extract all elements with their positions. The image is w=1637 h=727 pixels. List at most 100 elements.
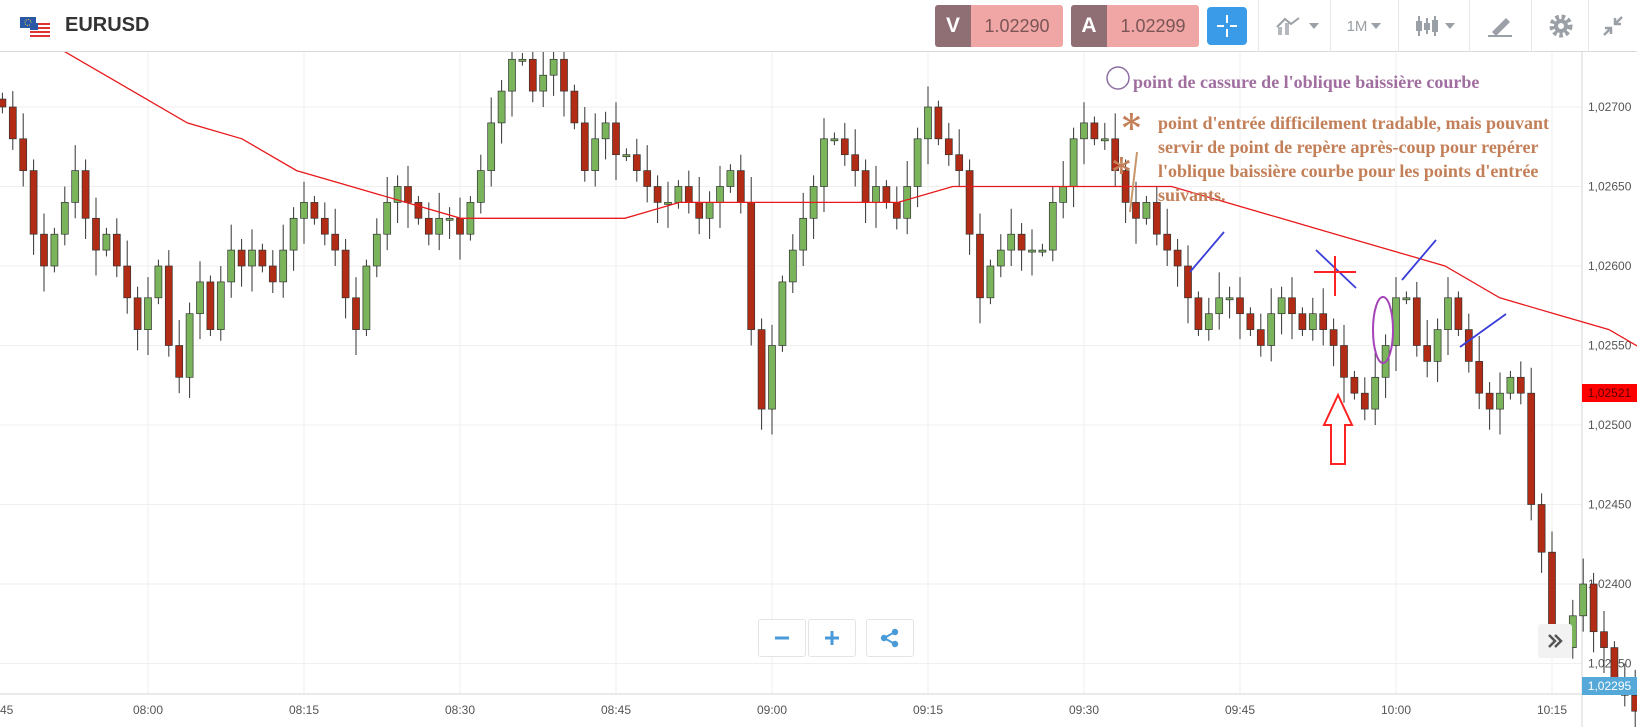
- entry-marker-line: [1189, 231, 1225, 273]
- bear-candle: [40, 233, 48, 267]
- bull-candle: [497, 90, 506, 124]
- bear-candle: [164, 265, 173, 346]
- bear-candle: [1464, 329, 1473, 362]
- bull-candle: [1100, 138, 1109, 142]
- bear-candle: [747, 202, 756, 330]
- bear-candle: [1537, 504, 1546, 553]
- bull-candle: [1028, 249, 1036, 253]
- bear-candle: [1548, 551, 1556, 633]
- bull-candle: [196, 281, 204, 315]
- bear-candle: [1475, 361, 1484, 394]
- bear-candle: [1194, 297, 1203, 330]
- bear-candle: [424, 217, 433, 235]
- bear-candle: [965, 170, 974, 235]
- bear-candle: [1631, 694, 1637, 712]
- y-tick-label: 1,02550: [1588, 339, 1632, 353]
- bull-candle: [393, 186, 402, 203]
- last-price-tag: 1,02521: [1582, 384, 1637, 402]
- bear-candle: [81, 170, 90, 219]
- bear-candle: [19, 138, 28, 171]
- share-icon: [880, 628, 899, 648]
- timeframe-dropdown[interactable]: 1M: [1336, 6, 1392, 46]
- bear-candle: [757, 329, 766, 410]
- bull-candle: [903, 186, 912, 219]
- bull-candle: [476, 170, 485, 203]
- bull-candle: [1080, 122, 1088, 140]
- bear-candle: [1423, 345, 1432, 362]
- bear-candle: [414, 202, 423, 219]
- bull-candle: [1433, 329, 1442, 362]
- bear-candle: [352, 297, 360, 330]
- bear-candle: [612, 122, 620, 156]
- bull-candle: [248, 249, 256, 267]
- bull-candle: [913, 138, 922, 187]
- indicators-button[interactable]: [1268, 6, 1326, 46]
- draw-tools-button[interactable]: [1474, 6, 1526, 46]
- bull-candle: [591, 138, 600, 171]
- bull-candle: [50, 233, 59, 267]
- bull-candle: [1059, 186, 1068, 203]
- toolbar-divider: [1398, 0, 1399, 52]
- sell-button[interactable]: V 1.02290: [935, 5, 1063, 47]
- bull-candle: [788, 249, 797, 283]
- bear-candle: [944, 138, 953, 156]
- bear-candle: [695, 202, 704, 219]
- bear-candle: [1111, 138, 1120, 171]
- bear-candle: [1288, 297, 1296, 315]
- price-chart[interactable]: 1,02700 1,02650 1,02600 1,02550 1,02500 1,024…: [0, 52, 1637, 727]
- bull-candle: [1277, 297, 1286, 315]
- bull-candle: [1069, 138, 1078, 187]
- plus-icon: [825, 631, 839, 645]
- bull-candle: [1007, 233, 1016, 251]
- bear-candle: [268, 265, 277, 283]
- y-tick-label: 1,02650: [1588, 180, 1632, 194]
- asterisk-pointer-line: [1129, 151, 1138, 213]
- scroll-to-latest-button[interactable]: [1538, 624, 1572, 658]
- share-button[interactable]: [866, 619, 914, 657]
- bull-candle: [1225, 297, 1234, 301]
- x-tick-label: 09:30: [1069, 703, 1099, 717]
- bull-candle: [1496, 392, 1504, 410]
- buy-button[interactable]: A 1.02299: [1071, 5, 1199, 47]
- circle-note-text: point de cassure de l'oblique baissière …: [1133, 72, 1480, 92]
- bear-candle: [1298, 313, 1307, 330]
- collapse-button[interactable]: [1592, 6, 1634, 46]
- chart-canvas[interactable]: 1,02700 1,02650 1,02600 1,02550 1,02500 1,024…: [0, 52, 1637, 727]
- crosshair-button[interactable]: [1207, 7, 1247, 45]
- timeframe-label: 1M: [1346, 17, 1368, 35]
- x-tick-label: 09:15: [913, 703, 943, 717]
- toolbar-divider: [1469, 0, 1470, 52]
- bear-candle: [1319, 313, 1328, 330]
- bear-candle: [92, 217, 100, 251]
- bull-candle: [1142, 202, 1151, 219]
- bear-candle: [133, 297, 142, 330]
- y-tick-label: 1,02350: [1588, 657, 1632, 671]
- bear-candle: [341, 249, 350, 299]
- toolbar-divider: [1330, 0, 1331, 52]
- bull-candle: [705, 202, 714, 219]
- zoom-out-button[interactable]: [758, 619, 806, 657]
- zoom-in-button[interactable]: [808, 619, 856, 657]
- bear-candle: [1246, 313, 1255, 330]
- double-chevron-right-icon: [1548, 634, 1563, 648]
- x-tick-label: 10:00: [1381, 703, 1411, 717]
- bear-candle: [1017, 233, 1026, 251]
- minus-icon: [775, 636, 789, 640]
- bear-candle: [112, 233, 121, 267]
- bear-candle: [237, 249, 246, 267]
- bear-candle: [1412, 297, 1421, 346]
- settings-button[interactable]: [1536, 6, 1586, 46]
- chevron-down-icon: [1445, 23, 1455, 29]
- x-tick-label: 08:45: [601, 703, 631, 717]
- bear-candle: [560, 58, 568, 92]
- bear-candle: [8, 106, 17, 140]
- bear-candle: [1256, 329, 1265, 346]
- bear-candle: [861, 170, 870, 203]
- arrow-up-icon: [1322, 392, 1354, 465]
- bull-candle: [726, 170, 735, 187]
- indicators-icon: [1276, 17, 1300, 35]
- y-tick-label: 1,02400: [1588, 577, 1632, 591]
- candle-type-button[interactable]: [1404, 6, 1464, 46]
- bull-candle: [1506, 376, 1515, 394]
- bull-candle: [1579, 583, 1588, 617]
